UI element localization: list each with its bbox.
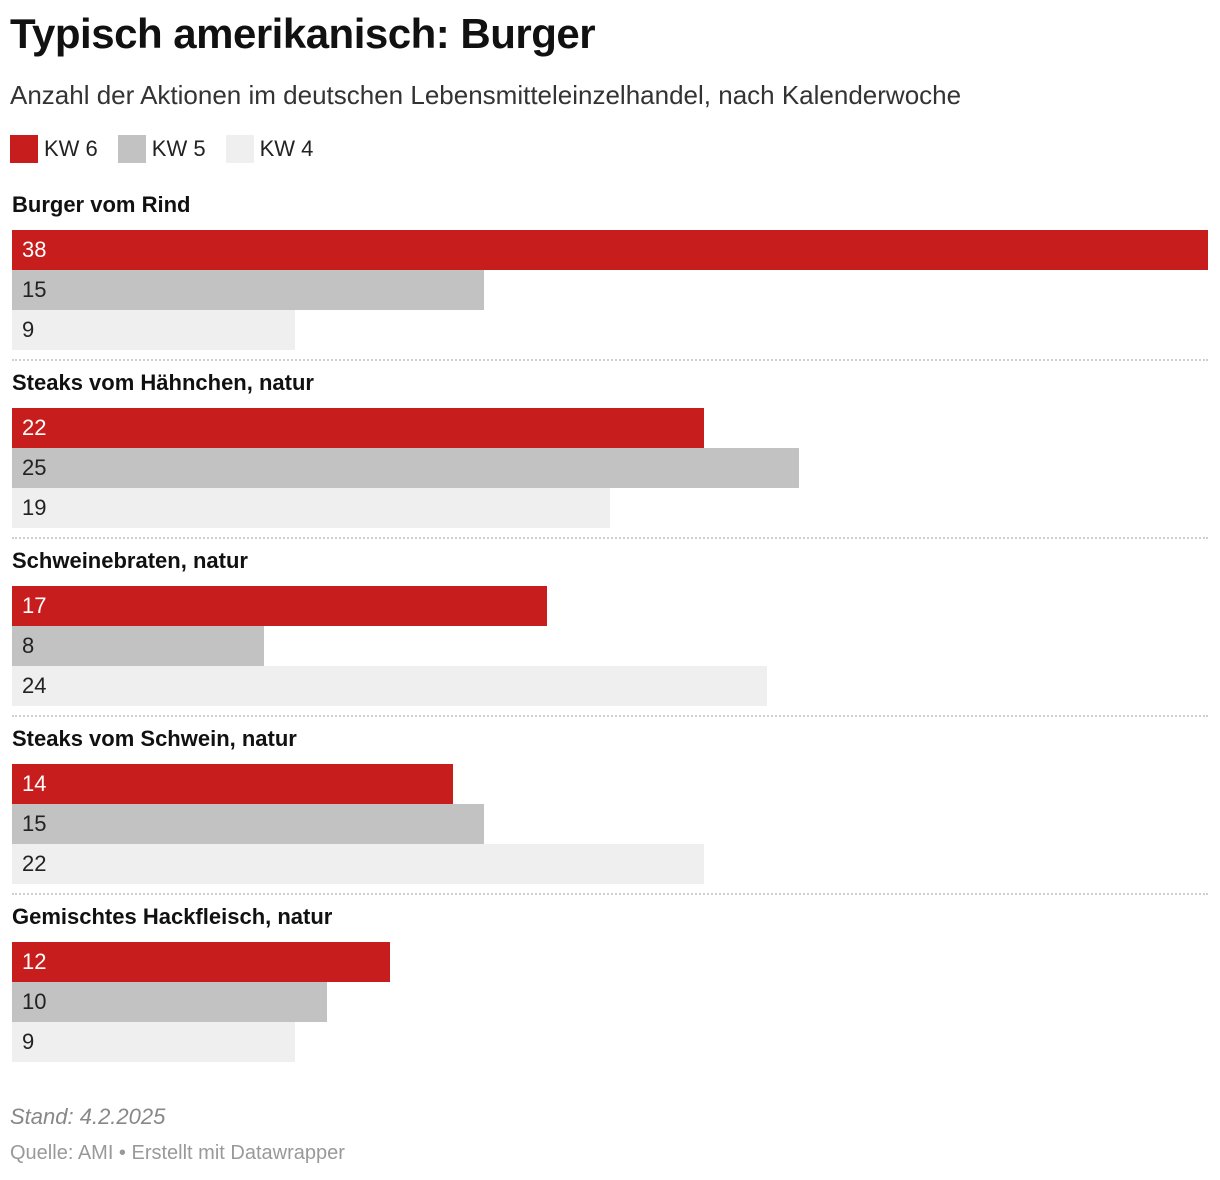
bar-group: Schweinebraten, natur 17 8 24 <box>12 546 1208 724</box>
data-label: 19 <box>22 495 47 520</box>
data-label: 12 <box>22 949 47 974</box>
data-label: 9 <box>22 1029 35 1054</box>
bar: 17 <box>12 586 548 626</box>
category-label: Steaks vom Schwein, natur <box>12 726 297 751</box>
bar: 8 <box>12 626 264 666</box>
chart-subtitle: Anzahl der Aktionen im deutschen Lebensm… <box>10 80 962 110</box>
bar: 12 <box>12 942 390 982</box>
group-separator <box>12 359 1208 361</box>
bar: 9 <box>12 310 296 350</box>
legend-item-kw6: KW 6 <box>10 135 98 163</box>
data-label: 25 <box>22 455 47 480</box>
bar: 14 <box>12 764 453 804</box>
bar: 9 <box>12 1022 296 1062</box>
chart-title: Typisch amerikanisch: Burger <box>10 10 596 57</box>
bar: 10 <box>12 982 327 1022</box>
bar: 22 <box>12 844 705 884</box>
data-label: 15 <box>22 811 47 836</box>
bar: 19 <box>12 488 610 528</box>
data-label: 14 <box>22 771 47 796</box>
legend-swatch-kw5 <box>117 135 146 163</box>
data-label: 24 <box>22 673 47 698</box>
category-label: Steaks vom Hähnchen, natur <box>12 370 314 395</box>
group-separator <box>12 537 1208 539</box>
bar: 15 <box>12 270 485 310</box>
data-label: 8 <box>22 633 35 658</box>
bar: 38 <box>12 230 1208 270</box>
data-label: 17 <box>22 593 47 618</box>
data-label: 9 <box>22 317 35 342</box>
source-note: Quelle: AMI • Erstellt mit Datawrapper <box>10 1142 345 1164</box>
bar-group: Gemischtes Hackfleisch, natur 12 10 9 <box>12 902 1208 1080</box>
data-label: 15 <box>22 277 47 302</box>
legend-item-kw4: KW 4 <box>225 135 314 163</box>
data-label: 22 <box>22 415 47 440</box>
category-label: Gemischtes Hackfleisch, natur <box>12 904 333 929</box>
group-separator <box>12 893 1208 895</box>
category-label: Schweinebraten, natur <box>12 548 248 573</box>
legend: KW 6 KW 5 KW 4 <box>10 135 333 163</box>
bar-group: Burger vom Rind 38 15 9 <box>12 190 1208 368</box>
legend-label-kw5: KW 5 <box>151 136 206 161</box>
bar-chart: Burger vom Rind 38 15 9 Steaks vom Hähnchen,… <box>12 190 1208 1080</box>
legend-swatch-kw4 <box>225 135 254 163</box>
legend-item-kw5: KW 5 <box>117 135 206 163</box>
data-label: 38 <box>22 237 47 262</box>
data-label: 10 <box>22 989 47 1014</box>
date-note: Stand: 4.2.2025 <box>10 1104 166 1129</box>
legend-swatch-kw6 <box>10 135 38 163</box>
legend-label-kw6: KW 6 <box>44 136 98 161</box>
data-label: 22 <box>22 851 47 876</box>
legend-label-kw4: KW 4 <box>259 136 314 161</box>
category-label: Burger vom Rind <box>12 192 191 217</box>
bar: 15 <box>12 804 485 844</box>
bar-group: Steaks vom Schwein, natur 14 15 22 <box>12 724 1208 902</box>
bar: 24 <box>12 666 768 706</box>
group-separator <box>12 715 1208 717</box>
bar: 25 <box>12 448 799 488</box>
bar: 22 <box>12 408 705 448</box>
bar-group: Steaks vom Hähnchen, natur 22 25 19 <box>12 368 1208 546</box>
